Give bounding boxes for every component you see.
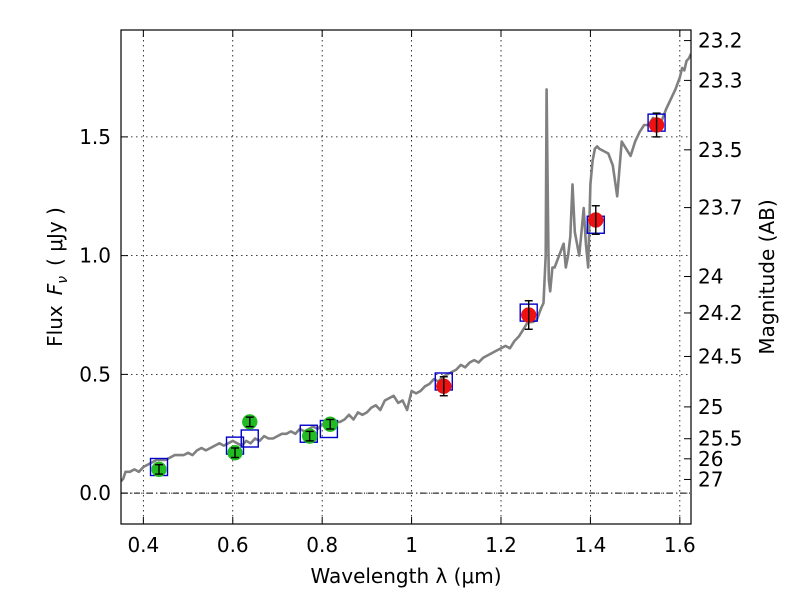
y-axis-label-subscript: ν	[55, 276, 71, 284]
magnitude-tick-label: 24.5	[698, 344, 743, 368]
x-tick-label: 1.2	[485, 533, 517, 557]
x-axis-label: Wavelength λ (μm)	[310, 564, 501, 588]
y-tick-label: 0.5	[79, 362, 111, 386]
x-tick-label: 0.6	[217, 533, 249, 557]
magnitude-tick-label: 25.5	[698, 427, 743, 451]
model-flux-box	[240, 429, 259, 448]
magnitude-axis-label: Magnitude (AB)	[755, 199, 779, 354]
hst-points-group	[436, 112, 665, 397]
magnitude-tick-label: 24.2	[698, 301, 743, 325]
magnitude-tick-label: 24	[698, 265, 723, 289]
magnitude-tick-label: 25	[698, 395, 723, 419]
magnitude-tick-label: 27	[698, 467, 723, 491]
y-axis-label-symbol: F	[43, 283, 67, 295]
y-tick-label: 1.5	[79, 125, 111, 149]
y-axis-ticks: 0.0 0.5 1.0 1.5	[79, 125, 128, 505]
y-axis-label-units: ( μJy )	[43, 207, 67, 266]
x-tick-label: 1.4	[575, 533, 607, 557]
magnitude-tick-label: 23.2	[698, 29, 743, 53]
magnitude-tick-label: 26	[698, 447, 723, 471]
x-axis-ticks: 0.4 0.6 0.8 1 1.2 1.4 1.6	[127, 30, 696, 557]
y-axis-label-text: Flux	[43, 305, 67, 347]
x-tick-label: 1	[405, 533, 418, 557]
y-tick-label: 0.0	[79, 481, 111, 505]
magnitude-tick-label: 23.3	[698, 68, 743, 92]
magnitude-tick-label: 23.5	[698, 138, 743, 162]
ground-points-group	[151, 414, 338, 478]
y-tick-label: 1.0	[79, 244, 111, 268]
magnitude-tick-label: 23.7	[698, 196, 743, 220]
x-tick-label: 1.6	[664, 533, 696, 557]
x-tick-label: 0.8	[306, 533, 338, 557]
x-tick-label: 0.4	[127, 533, 159, 557]
plot-area	[121, 30, 691, 524]
y-axis-label: Flux Fν ( μJy )	[43, 207, 71, 347]
